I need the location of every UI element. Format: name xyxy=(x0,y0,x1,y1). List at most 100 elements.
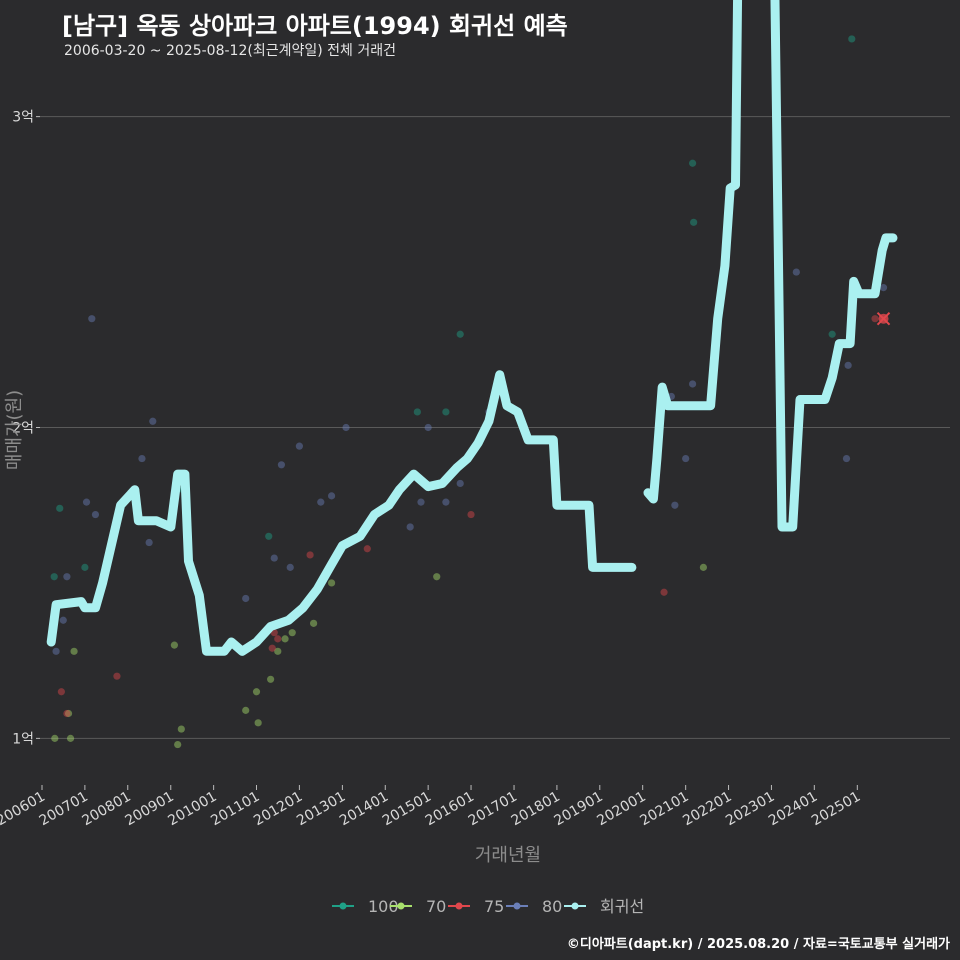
y-axis-label: 매매가(원) xyxy=(4,390,25,470)
x-tick-label-4: 201001 xyxy=(165,789,219,830)
point-80-29 xyxy=(792,268,800,276)
point-80-0 xyxy=(52,647,60,655)
point-80-16 xyxy=(327,492,336,500)
forecast-cross xyxy=(876,311,891,326)
point-80-11 xyxy=(270,554,278,562)
x-tick-label-13: 201901 xyxy=(552,789,606,830)
point-80-30 xyxy=(842,454,851,463)
point-80-18 xyxy=(406,523,414,531)
legend-label: 75 xyxy=(484,897,504,916)
point-80-17 xyxy=(342,423,350,432)
point-75-7 xyxy=(363,545,371,553)
point-75-9 xyxy=(660,588,668,596)
point-80-31 xyxy=(844,361,852,369)
point-70-1 xyxy=(66,734,75,742)
point-80-2 xyxy=(63,573,71,581)
y-tick-label-0: 1억 xyxy=(12,731,34,747)
forecast-marker xyxy=(876,311,891,326)
x-tick-label-9: 201501 xyxy=(380,789,434,830)
legend-label: 100 xyxy=(368,897,399,916)
point-80-3 xyxy=(82,498,91,506)
legend-item-70: 70 xyxy=(390,897,446,916)
point-100-8 xyxy=(689,159,697,167)
point-80-32 xyxy=(879,284,888,292)
chart-subtitle: 2006-03-20 ~ 2025-08-12(최근계약일) 전체 거래건 xyxy=(64,43,396,59)
point-80-13 xyxy=(286,563,294,571)
legend-swatch-dot xyxy=(339,902,347,910)
point-70-5 xyxy=(177,725,185,733)
x-tick-label-2: 200801 xyxy=(79,789,133,830)
x-tick-label-11: 201701 xyxy=(466,789,520,830)
legend-item-회귀선: 회귀선 xyxy=(564,897,644,916)
point-70-17 xyxy=(170,641,178,649)
point-100-9 xyxy=(690,218,698,226)
x-tick-label-7: 201301 xyxy=(294,789,348,830)
point-100-6 xyxy=(413,408,421,416)
point-75-11 xyxy=(871,315,879,323)
point-100-2 xyxy=(81,563,89,571)
point-70-9 xyxy=(267,675,275,683)
regression-segment-1 xyxy=(643,0,898,532)
point-70-16 xyxy=(699,563,708,571)
scatter-points xyxy=(50,35,888,749)
point-80-8 xyxy=(145,538,153,547)
point-80-5 xyxy=(91,510,100,519)
point-70-8 xyxy=(252,688,261,696)
regression-segment-0 xyxy=(46,370,637,656)
point-70-13 xyxy=(310,619,318,627)
x-tick-label-6: 201201 xyxy=(251,789,305,830)
x-tick-label-10: 201601 xyxy=(423,789,477,830)
regression-line xyxy=(46,0,898,656)
point-100-0 xyxy=(56,504,64,512)
point-70-11 xyxy=(281,635,289,643)
x-tick-label-1: 200701 xyxy=(37,789,91,830)
x-tick-label-16: 202201 xyxy=(680,789,734,830)
y-axis-ticks: 1억 2억 3억 xyxy=(12,110,40,747)
legend-swatch-dot xyxy=(455,902,463,910)
point-80-6 xyxy=(138,454,146,463)
point-70-4 xyxy=(174,740,182,749)
point-75-5 xyxy=(268,644,276,652)
x-tick-label-19: 202501 xyxy=(809,789,863,830)
point-100-5 xyxy=(442,408,450,416)
point-70-10 xyxy=(274,647,282,655)
legend: 100 70 75 80 회귀선 xyxy=(332,897,644,916)
point-80-19 xyxy=(417,498,425,506)
x-tick-label-18: 202401 xyxy=(766,789,820,830)
x-axis-label: 거래년월 xyxy=(475,845,541,866)
point-75-8 xyxy=(467,510,475,519)
point-80-21 xyxy=(442,498,450,506)
legend-swatch-dot xyxy=(397,902,405,910)
legend-swatch-dot xyxy=(513,902,521,910)
x-tick-label-14: 202001 xyxy=(594,789,648,830)
x-tick-label-3: 200901 xyxy=(122,789,176,830)
point-75-6 xyxy=(306,551,314,559)
point-80-9 xyxy=(242,594,250,603)
legend-label: 70 xyxy=(426,897,446,916)
legend-label: 80 xyxy=(542,897,562,916)
point-80-28 xyxy=(689,380,697,388)
point-100-1 xyxy=(50,573,58,581)
point-70-7 xyxy=(254,719,262,727)
point-80-27 xyxy=(682,454,690,463)
point-70-14 xyxy=(327,579,336,587)
point-70-0 xyxy=(51,734,59,742)
x-tick-label-12: 201801 xyxy=(509,789,563,830)
point-70-15 xyxy=(433,573,441,581)
point-75-1 xyxy=(63,709,71,718)
point-70-2 xyxy=(64,709,73,718)
point-80-14 xyxy=(295,442,303,450)
legend-item-80: 80 xyxy=(506,897,562,916)
point-70-3 xyxy=(70,647,78,655)
point-75-0 xyxy=(57,688,65,696)
chart-title: [남구] 옥동 상아파크 아파트(1994) 회귀선 예측 xyxy=(62,12,568,40)
y-tick-label-1: 2억 xyxy=(12,421,34,437)
legend-item-100: 100 xyxy=(332,897,399,916)
point-80-26 xyxy=(671,501,679,509)
legend-label: 회귀선 xyxy=(600,897,644,916)
point-75-2 xyxy=(113,672,121,680)
legend-swatch-dot xyxy=(571,902,579,910)
x-axis-ticks: 2006012007012008012009012010012011012012… xyxy=(0,785,863,829)
x-tick-label-17: 202301 xyxy=(723,789,777,830)
